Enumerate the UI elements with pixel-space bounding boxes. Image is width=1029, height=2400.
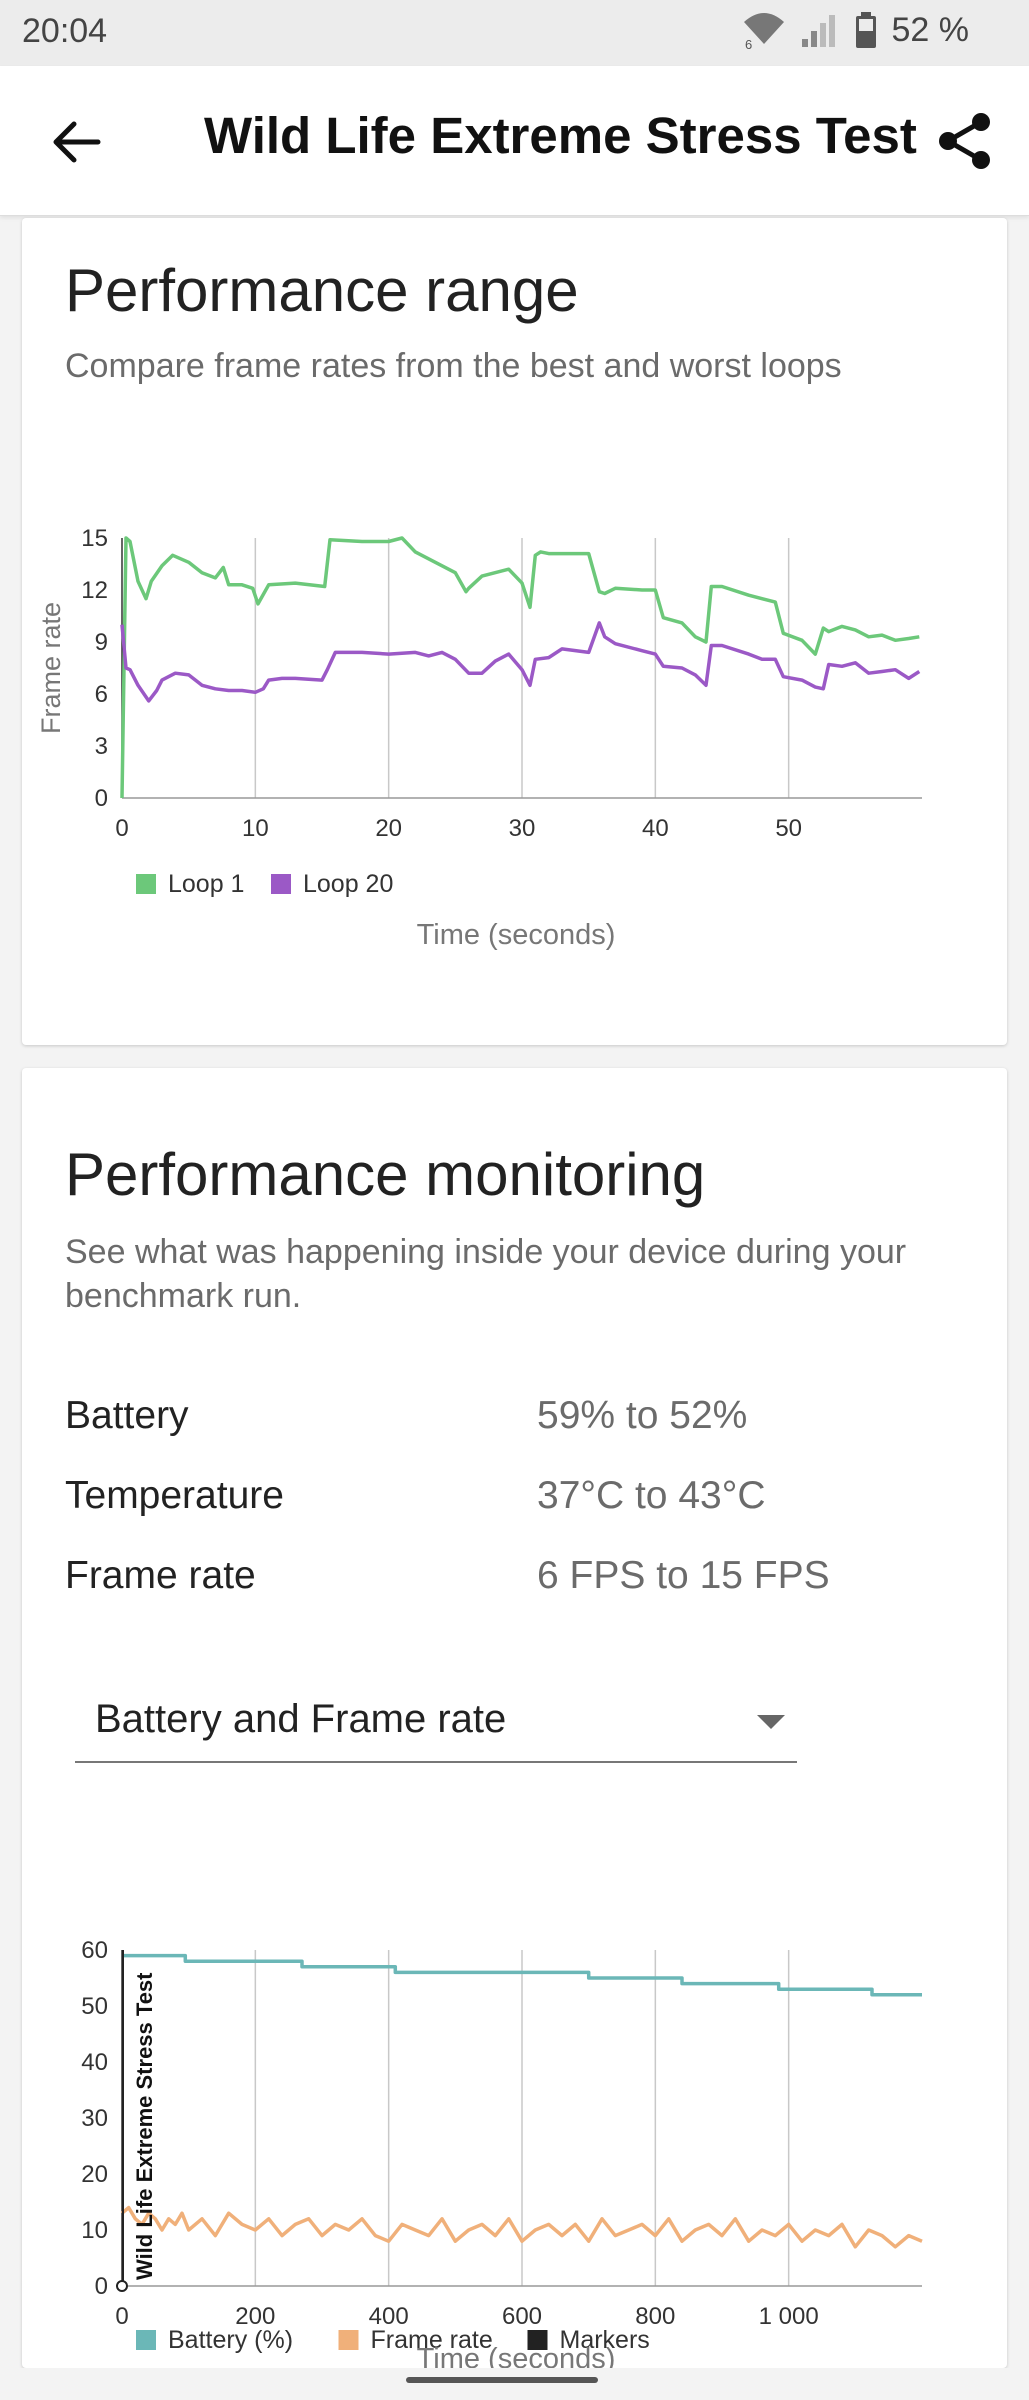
y-tick-label: 12 [81, 577, 108, 604]
performance-monitoring-title: Performance monitoring [65, 1141, 706, 1208]
bottom-strip [0, 2368, 1029, 2400]
legend-swatch [338, 2330, 359, 2350]
series-line-1 [122, 1953, 922, 1997]
metric-value: 6 FPS to 15 FPS [537, 1554, 830, 1597]
x-tick-label: 10 [242, 815, 269, 842]
dropdown-selected-value: Battery and Frame rate [95, 1697, 507, 1741]
x-tick-label: 200 [235, 2303, 275, 2330]
back-arrow-icon[interactable] [46, 112, 106, 172]
legend-label: Loop 20 [303, 870, 393, 898]
legend-swatch [136, 874, 156, 894]
legend-label: Battery (%) [168, 2326, 293, 2354]
status-bar: 20:04 6 52 % [0, 0, 1029, 66]
y-tick-label: 15 [81, 525, 108, 552]
status-icons: 6 52 % [742, 10, 970, 50]
legend-label: Frame rate [371, 2326, 493, 2354]
marker-point [116, 2280, 128, 2292]
legend-label: Markers [560, 2326, 650, 2354]
status-time: 20:04 [22, 12, 108, 50]
performance-range-subtitle: Compare frame rates from the best and wo… [65, 347, 842, 385]
gesture-nav-handle[interactable] [406, 2377, 598, 2383]
marker-label: Wild Life Extreme Stress Test [132, 1972, 157, 2280]
battery-icon [855, 12, 876, 48]
y-tick-label: 0 [95, 2273, 108, 2300]
y-tick-label: 0 [95, 785, 108, 812]
x-tick-label: 50 [775, 815, 802, 842]
x-tick-label: 0 [115, 2303, 128, 2330]
metric-value: 37°C to 43°C [537, 1474, 766, 1517]
wifi-icon: 6 [743, 13, 784, 50]
series-line-2 [120, 621, 921, 703]
x-tick-label: 400 [369, 2303, 409, 2330]
metric-row-temperature: Temperature 37°C to 43°C [65, 1474, 965, 1534]
metric-label: Temperature [65, 1474, 284, 1517]
x-tick-label: 20 [375, 815, 402, 842]
y-tick-label: 20 [81, 2161, 108, 2188]
x-axis-label: Time (seconds) [417, 919, 616, 951]
metric-row-battery: Battery 59% to 52% [65, 1394, 965, 1454]
legend-label: Loop 1 [168, 870, 244, 898]
x-tick-label: 800 [635, 2303, 675, 2330]
y-tick-label: 60 [81, 1937, 108, 1964]
metric-label: Frame rate [65, 1554, 256, 1597]
x-tick-label: 1 000 [759, 2303, 819, 2330]
x-tick-label: 600 [502, 2303, 542, 2330]
wifi-badge: 6 [745, 37, 752, 50]
series-line-1 [120, 536, 920, 799]
y-tick-label: 40 [81, 2049, 108, 2076]
x-tick-label: 30 [509, 815, 536, 842]
page-title: Wild Life Extreme Stress Test [204, 107, 917, 164]
y-tick-label: 10 [81, 2217, 108, 2244]
y-axis-label: Frame rate [36, 602, 66, 734]
frame-rate-chart: 0 10 20 30 40 50 0 3 6 9 12 15 Frame rate Loop 1 Loop … [36, 525, 922, 951]
x-tick-label: 0 [115, 815, 128, 842]
legend-swatch [527, 2330, 548, 2350]
y-tick-label: 6 [95, 681, 108, 708]
metric-row-frame-rate: Frame rate 6 FPS to 15 FPS [65, 1554, 965, 1614]
y-tick-label: 30 [81, 2105, 108, 2132]
battery-frame-rate-chart: 0 200 400 600 800 1 000 0 10 20 30 40 50 60 Wild Life… [81, 1937, 923, 2368]
battery-percentage: 52 % [891, 10, 970, 49]
y-tick-label: 50 [81, 1993, 108, 2020]
dropdown-arrow-icon [757, 1715, 785, 1729]
metric-value: 59% to 52% [537, 1394, 748, 1437]
performance-range-card: Performance range Compare frame rates fr… [22, 218, 1007, 1045]
metric-label: Battery [65, 1394, 189, 1437]
performance-range-title: Performance range [65, 257, 579, 324]
x-axis-label: Time (seconds) [417, 2343, 616, 2368]
series-line-2 [120, 2205, 923, 2249]
x-tick-label: 40 [642, 815, 669, 842]
chart-type-dropdown[interactable]: Battery and Frame rate [75, 1673, 797, 1763]
performance-monitoring-subtitle: See what was happening inside your devic… [65, 1233, 907, 1315]
y-tick-label: 9 [95, 629, 108, 656]
legend-swatch [271, 874, 291, 894]
share-icon[interactable] [934, 110, 996, 172]
performance-monitoring-card: Performance monitoring See what was happ… [22, 1068, 1007, 2368]
app-bar: Wild Life Extreme Stress Test [0, 66, 1029, 216]
signal-icon [801, 15, 835, 47]
legend-swatch [136, 2330, 156, 2350]
y-tick-label: 3 [95, 733, 108, 760]
